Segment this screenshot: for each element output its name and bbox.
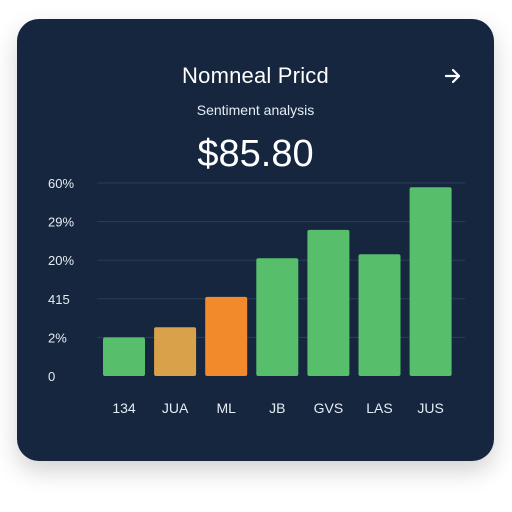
- x-tick-label: JUS: [417, 400, 443, 416]
- bar-chart: 60% 29% 20% 415 2% 0 134 JUA ML JB GVS LAS JUS: [48, 176, 465, 416]
- x-tick-label: JB: [269, 400, 285, 416]
- chart-card: Nomneal Pricd Sentiment analysis $85.80 …: [17, 19, 494, 461]
- y-tick-label: 415: [48, 292, 70, 307]
- card-subtitle: Sentiment analysis: [196, 102, 315, 118]
- bar-jb[interactable]: [256, 258, 299, 376]
- y-tick-label: 29%: [48, 215, 74, 230]
- bar-las[interactable]: [358, 254, 401, 376]
- y-tick-label: 0: [48, 369, 55, 384]
- y-tick-label: 2%: [48, 330, 67, 345]
- bar-134[interactable]: [103, 337, 145, 376]
- bar-gvs[interactable]: [307, 229, 350, 376]
- x-tick-label: 134: [112, 400, 136, 416]
- arrow-right-icon[interactable]: [442, 65, 464, 87]
- price-value: $85.80: [197, 133, 314, 175]
- x-tick-label: LAS: [366, 400, 392, 416]
- x-tick-label: ML: [216, 400, 236, 416]
- y-tick-label: 20%: [48, 253, 74, 268]
- bar-jua[interactable]: [154, 327, 197, 376]
- card-title: Nomneal Pricd: [182, 63, 329, 88]
- bar-ml[interactable]: [205, 296, 248, 376]
- bar-jus[interactable]: [409, 187, 452, 376]
- x-tick-label: JUA: [162, 400, 189, 416]
- x-tick-label: GVS: [314, 400, 344, 416]
- y-tick-label: 60%: [48, 176, 74, 191]
